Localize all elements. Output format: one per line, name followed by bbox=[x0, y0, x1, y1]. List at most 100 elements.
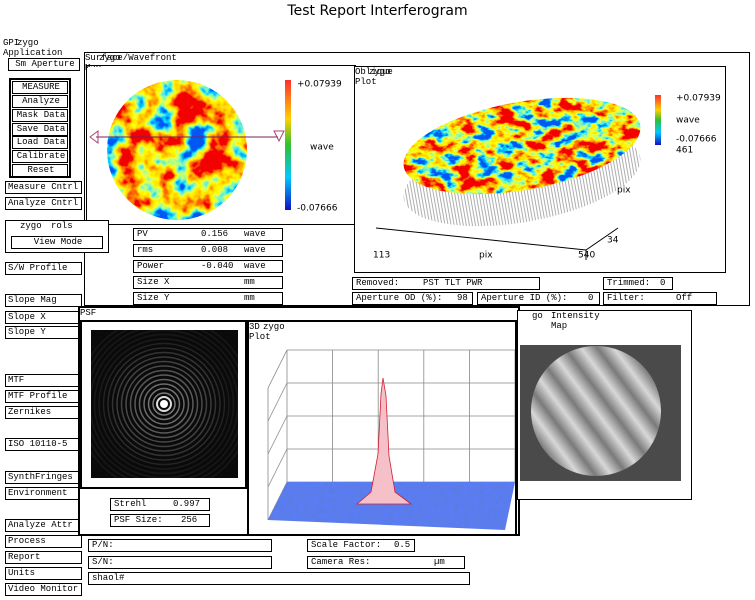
profile-marker bbox=[89, 130, 99, 144]
logo: zygo bbox=[17, 38, 39, 48]
psf-ring bbox=[98, 338, 230, 470]
field-label: Strehl bbox=[114, 499, 147, 509]
color-bar bbox=[655, 95, 661, 145]
psf-ring bbox=[111, 351, 217, 457]
field-unit: wave bbox=[244, 245, 266, 255]
field: Size Y mm bbox=[133, 292, 283, 305]
field: shaol# bbox=[88, 572, 470, 585]
wavefront-image bbox=[107, 80, 247, 220]
psf-ring bbox=[129, 369, 199, 439]
psf-peak bbox=[355, 377, 413, 505]
field-label: S/N: bbox=[92, 557, 114, 567]
field-unit: mm bbox=[244, 277, 255, 287]
button[interactable]: S/W Profile bbox=[5, 262, 82, 275]
button[interactable]: Reset bbox=[12, 164, 68, 177]
field-value: PST TLT PWR bbox=[423, 278, 483, 288]
field: rms 0.008 wave bbox=[133, 244, 283, 257]
button[interactable]: Process bbox=[5, 535, 82, 548]
button[interactable]: Slope Mag bbox=[5, 294, 82, 307]
field-value: 0.008 bbox=[201, 245, 229, 255]
field-value: 0.156 bbox=[201, 229, 229, 239]
map-frame bbox=[86, 65, 356, 225]
grid-line bbox=[267, 382, 288, 422]
field-unit: wave bbox=[244, 229, 266, 239]
field-label: Filter: bbox=[607, 293, 645, 303]
intensity-image bbox=[520, 345, 681, 481]
axis-label: pix bbox=[479, 251, 493, 261]
button[interactable]: Units bbox=[5, 567, 82, 580]
button[interactable]: Calibrate bbox=[12, 150, 68, 163]
field-value: 0 bbox=[660, 278, 666, 288]
field-text: shaol# bbox=[92, 573, 125, 583]
button[interactable]: MTF bbox=[5, 374, 82, 387]
field-unit: wave bbox=[244, 261, 266, 271]
psf-ring bbox=[93, 333, 235, 475]
field-label: Aperture ID (%): bbox=[481, 293, 568, 303]
psf-ring bbox=[116, 356, 212, 452]
field: Trimmed: 0 bbox=[603, 277, 673, 290]
button[interactable]: Zernikes bbox=[5, 406, 82, 419]
psf-ring bbox=[138, 378, 190, 430]
button[interactable]: ISO 10110-5 bbox=[5, 438, 82, 451]
button[interactable]: Mask Data bbox=[12, 109, 68, 122]
button[interactable]: Report bbox=[5, 551, 82, 564]
button[interactable]: Slope X bbox=[5, 311, 82, 324]
axis-label: 34 bbox=[607, 236, 619, 246]
field-label: Size X bbox=[137, 277, 170, 287]
psf-ring bbox=[152, 392, 176, 416]
button[interactable]: Analyze bbox=[12, 95, 68, 108]
button[interactable]: Measure Cntrl bbox=[5, 181, 82, 194]
field: Strehl 0.997 bbox=[110, 498, 210, 511]
button[interactable]: MEASURE bbox=[12, 81, 68, 94]
field-label: Size Y bbox=[137, 293, 170, 303]
field: Scale Factor: 0.5 bbox=[307, 539, 415, 552]
button[interactable]: Slope Y bbox=[5, 326, 82, 339]
field: P/N: bbox=[88, 539, 272, 552]
button[interactable]: View Mode bbox=[11, 236, 103, 249]
field-label: PV bbox=[137, 229, 148, 239]
button[interactable]: Analyze Attr bbox=[5, 519, 82, 532]
field-value: 0.997 bbox=[173, 499, 201, 509]
psf-core bbox=[160, 400, 168, 408]
window: zygo rols View Mode bbox=[5, 220, 109, 253]
psf-ring bbox=[125, 365, 203, 443]
field-value: 98 bbox=[457, 293, 468, 303]
button[interactable]: Load Data bbox=[12, 136, 68, 149]
grid-line bbox=[267, 415, 288, 455]
base-axis bbox=[375, 227, 619, 251]
window-title: rols bbox=[51, 221, 73, 231]
button[interactable]: Environment bbox=[5, 487, 82, 500]
field-value: Off bbox=[676, 293, 693, 303]
floor bbox=[268, 482, 515, 530]
psf-rings bbox=[91, 330, 238, 478]
page-title: Test Report Interferogram bbox=[287, 3, 468, 19]
field-label: P/N: bbox=[92, 540, 114, 550]
button[interactable]: Video Monitor bbox=[5, 583, 82, 596]
button[interactable]: MTF Profile bbox=[5, 390, 82, 403]
profile-marker bbox=[273, 130, 285, 143]
psf-ring bbox=[120, 360, 208, 448]
field-unit: µm bbox=[434, 557, 445, 567]
axis-label: 113 bbox=[373, 251, 390, 261]
psf-ring bbox=[134, 374, 194, 434]
scale-min: -0.07666 bbox=[676, 135, 717, 145]
measure-group bbox=[9, 78, 71, 178]
button[interactable]: Sm Aperture bbox=[8, 58, 80, 71]
logo: zygo bbox=[20, 221, 42, 231]
button[interactable]: Analyze Cntrl bbox=[5, 197, 82, 210]
psf-ring bbox=[156, 396, 172, 412]
field-value: 256 bbox=[181, 515, 198, 525]
field: Power -0.040 wave bbox=[133, 260, 283, 273]
button[interactable]: SynthFringes bbox=[5, 471, 82, 484]
field-value: -0.040 bbox=[201, 261, 234, 271]
field-label: rms bbox=[137, 245, 154, 255]
button[interactable]: Save Data bbox=[12, 123, 68, 136]
scale-max: +0.07939 bbox=[676, 94, 721, 104]
scale-min: -0.07666 bbox=[297, 204, 338, 214]
psf-image bbox=[91, 330, 238, 478]
scale-unit: wave bbox=[310, 143, 334, 153]
field-unit: mm bbox=[244, 293, 255, 303]
window: zygo GPI Application bbox=[3, 38, 63, 58]
field: PSF Size: 256 bbox=[110, 514, 210, 527]
